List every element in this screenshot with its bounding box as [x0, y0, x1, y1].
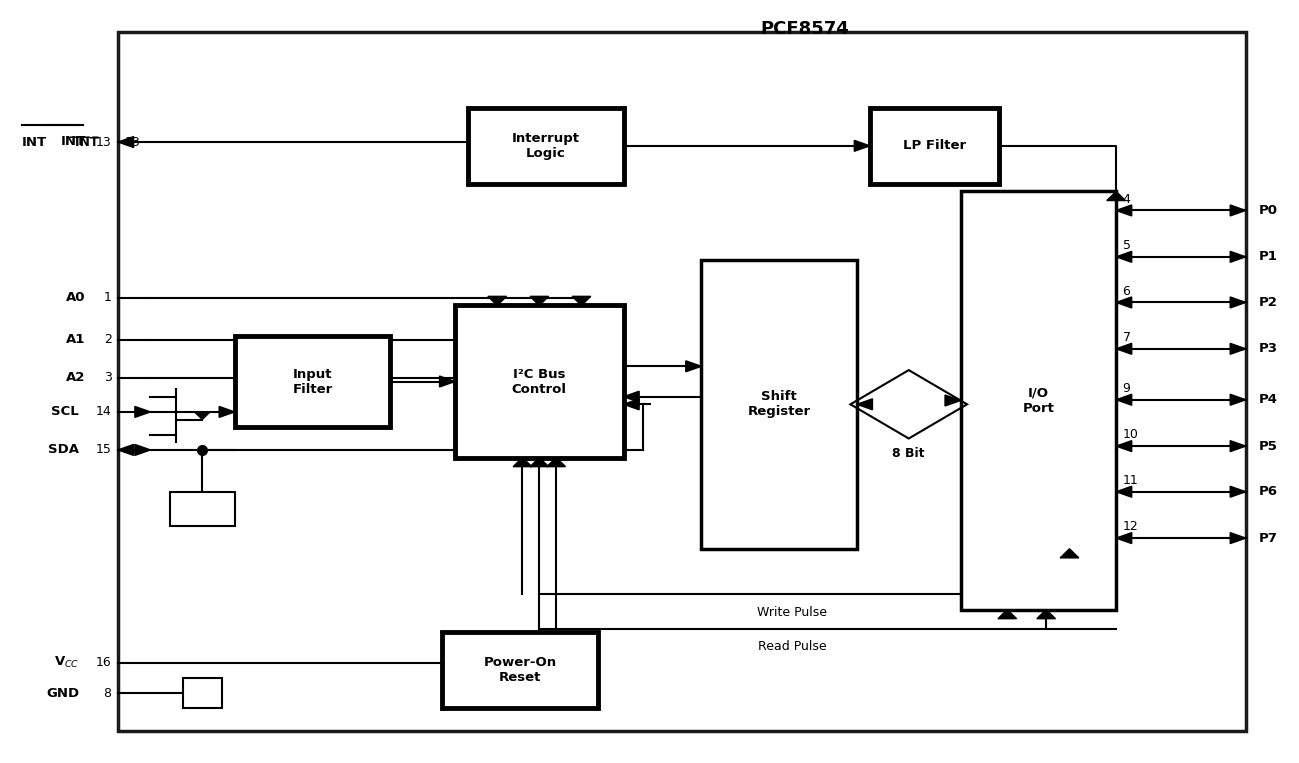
Polygon shape	[1230, 394, 1246, 405]
Polygon shape	[624, 391, 639, 402]
FancyBboxPatch shape	[170, 491, 235, 526]
Text: 10: 10	[1122, 428, 1138, 441]
Polygon shape	[547, 458, 565, 467]
Text: 9: 9	[1122, 382, 1130, 394]
Text: 2: 2	[104, 333, 112, 346]
Text: Power-On
Reset: Power-On Reset	[483, 656, 556, 684]
Text: 12: 12	[1122, 520, 1138, 533]
FancyBboxPatch shape	[468, 108, 624, 184]
Text: A2: A2	[66, 371, 86, 385]
Polygon shape	[1116, 486, 1131, 497]
Polygon shape	[488, 296, 507, 305]
Text: 7: 7	[1122, 331, 1130, 344]
Text: INT: INT	[22, 136, 47, 149]
Text: GND: GND	[45, 687, 79, 700]
Polygon shape	[1116, 394, 1131, 405]
Polygon shape	[946, 395, 960, 406]
Text: A1: A1	[66, 333, 86, 346]
Text: 14: 14	[96, 405, 112, 418]
Text: Read Pulse: Read Pulse	[757, 640, 826, 653]
Text: Shift
Register: Shift Register	[747, 391, 811, 418]
Polygon shape	[195, 412, 210, 420]
Polygon shape	[998, 610, 1017, 619]
Text: Interrupt
Logic: Interrupt Logic	[512, 132, 579, 159]
Text: 13: 13	[125, 136, 140, 149]
Polygon shape	[857, 399, 873, 410]
Text: PCF8574: PCF8574	[761, 21, 850, 38]
Polygon shape	[1116, 441, 1131, 452]
Polygon shape	[530, 458, 548, 467]
Text: 16: 16	[96, 656, 112, 669]
Polygon shape	[220, 407, 235, 417]
Text: 8 Bit: 8 Bit	[892, 447, 925, 460]
Polygon shape	[135, 444, 151, 456]
Polygon shape	[572, 296, 591, 305]
Text: 8: 8	[104, 687, 112, 700]
Text: V$_{CC}$: V$_{CC}$	[53, 655, 79, 671]
FancyBboxPatch shape	[960, 192, 1116, 610]
Polygon shape	[530, 296, 548, 305]
Text: P1: P1	[1259, 250, 1278, 263]
Polygon shape	[1230, 441, 1246, 452]
Polygon shape	[1230, 297, 1246, 308]
Polygon shape	[513, 458, 531, 467]
Text: 11: 11	[1122, 474, 1138, 487]
FancyBboxPatch shape	[442, 633, 598, 708]
FancyBboxPatch shape	[455, 305, 624, 458]
Polygon shape	[1116, 205, 1131, 216]
Text: 3: 3	[104, 371, 112, 385]
Polygon shape	[855, 140, 870, 151]
FancyBboxPatch shape	[870, 108, 999, 184]
Text: ̅I̅N̅T̅: ̅I̅N̅T̅	[75, 136, 99, 149]
Text: 6: 6	[1122, 285, 1130, 298]
Text: SCL: SCL	[52, 405, 79, 418]
Text: P2: P2	[1259, 296, 1278, 309]
Text: I/O
Port: I/O Port	[1022, 387, 1055, 414]
Text: 4: 4	[1122, 192, 1130, 205]
Polygon shape	[686, 361, 701, 372]
Text: P4: P4	[1259, 393, 1278, 406]
Polygon shape	[1230, 343, 1246, 354]
Text: I²C Bus
Control: I²C Bus Control	[512, 368, 566, 395]
Polygon shape	[118, 137, 134, 147]
Polygon shape	[1037, 610, 1056, 619]
FancyBboxPatch shape	[118, 32, 1246, 731]
Polygon shape	[1230, 251, 1246, 262]
Polygon shape	[1107, 192, 1125, 201]
FancyBboxPatch shape	[183, 678, 222, 708]
Text: Input
Filter: Input Filter	[292, 368, 333, 395]
Text: A0: A0	[66, 291, 86, 304]
Text: P0: P0	[1259, 204, 1278, 217]
Text: 13: 13	[96, 136, 112, 149]
Text: P7: P7	[1259, 532, 1278, 545]
Polygon shape	[1230, 205, 1246, 216]
Polygon shape	[624, 399, 639, 410]
Polygon shape	[439, 376, 455, 387]
FancyBboxPatch shape	[701, 260, 857, 549]
FancyBboxPatch shape	[235, 336, 390, 427]
Text: SDA: SDA	[48, 443, 79, 456]
Text: 1: 1	[104, 291, 112, 304]
Polygon shape	[1116, 297, 1131, 308]
Polygon shape	[1230, 486, 1246, 497]
Polygon shape	[1116, 251, 1131, 262]
Text: Write Pulse: Write Pulse	[757, 606, 827, 619]
Text: INT: INT	[61, 135, 86, 148]
Polygon shape	[1116, 533, 1131, 543]
Text: P6: P6	[1259, 485, 1278, 498]
Text: P3: P3	[1259, 343, 1278, 356]
Text: P5: P5	[1259, 439, 1278, 452]
Text: 5: 5	[1122, 239, 1130, 252]
Text: LP Filter: LP Filter	[903, 140, 966, 153]
Polygon shape	[1230, 533, 1246, 543]
Polygon shape	[1116, 343, 1131, 354]
Text: 15: 15	[96, 443, 112, 456]
Polygon shape	[118, 444, 134, 456]
Polygon shape	[1060, 549, 1078, 558]
Polygon shape	[135, 407, 151, 417]
